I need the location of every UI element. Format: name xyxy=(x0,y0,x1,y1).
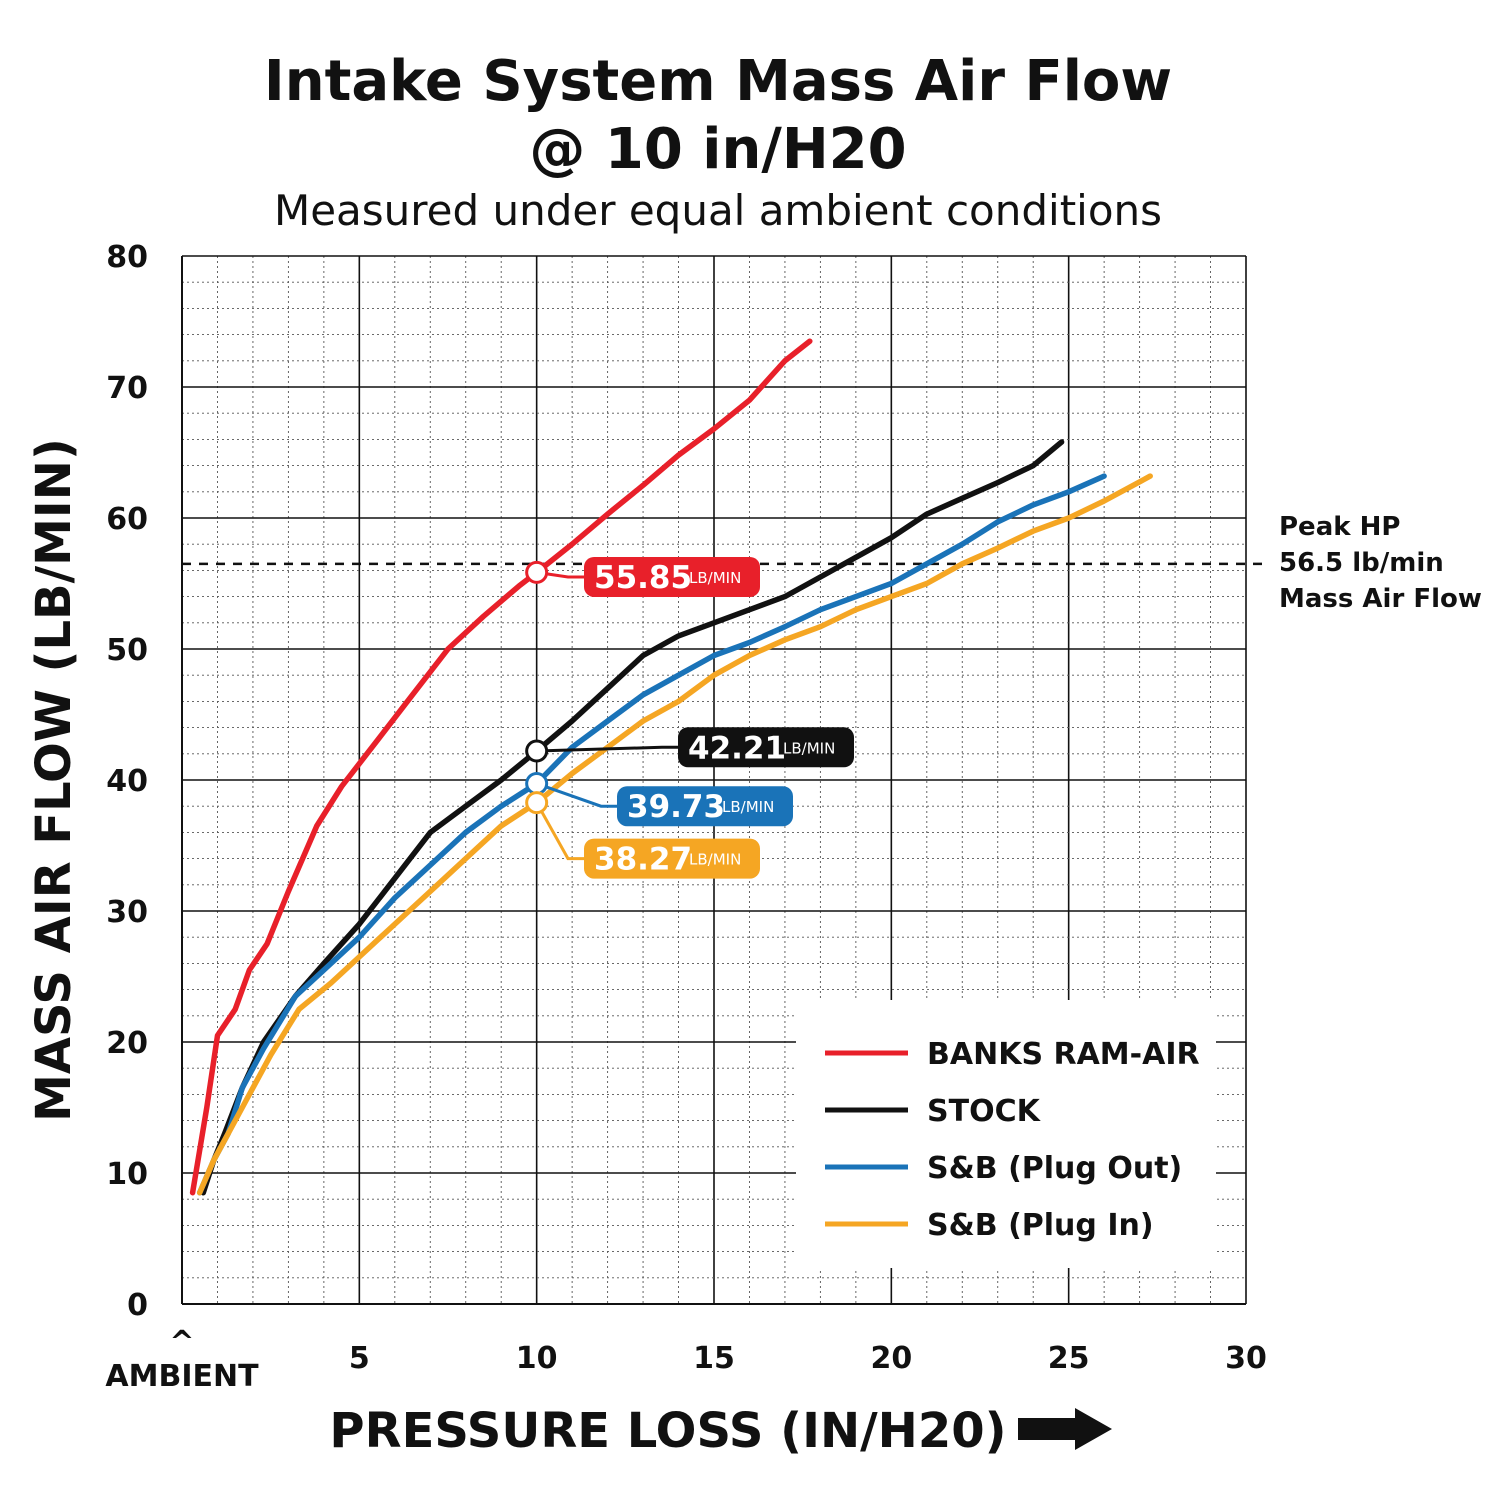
y-tick-label: 30 xyxy=(106,895,148,930)
callout-unit: LB/MIN xyxy=(689,851,741,869)
callout-box xyxy=(678,727,854,768)
callout-box xyxy=(584,838,760,879)
y-tick-label: 70 xyxy=(106,371,148,406)
arrow-right-icon xyxy=(1018,1408,1112,1450)
peak-hp-label: Mass Air Flow xyxy=(1279,584,1482,614)
callout-marker xyxy=(525,791,549,815)
callout-leader xyxy=(535,801,584,861)
callout-value: 39.73 xyxy=(627,789,725,825)
callout-marker xyxy=(525,739,549,763)
callout-unit: LB/MIN xyxy=(783,739,835,757)
legend: BANKS RAM-AIR STOCK S&B (Plug Out) S&B (Plu… xyxy=(796,1000,1216,1268)
peak-hp-label: 56.5 lb/min xyxy=(1279,548,1444,578)
x-tick-label: 10 xyxy=(516,1341,558,1376)
series-line xyxy=(189,338,813,1196)
y-axis-ticks: 0 10 20 30 40 50 60 70 80 xyxy=(106,240,148,1323)
x-tick-label: 15 xyxy=(693,1341,735,1376)
y-tick-label: 10 xyxy=(106,1157,148,1192)
legend-label: S&B (Plug In) xyxy=(927,1208,1154,1243)
callout-leader xyxy=(536,745,678,753)
x-axis-title: PRESSURE LOSS (IN/H20) xyxy=(329,1403,1006,1459)
callout-box xyxy=(617,786,793,827)
callout-marker xyxy=(525,772,549,796)
chart-subtitle: Measured under equal ambient conditions xyxy=(274,186,1162,235)
callout-value: 42.21 xyxy=(688,730,786,766)
y-tick-label: 0 xyxy=(127,1288,148,1323)
callout-leader xyxy=(536,782,617,808)
x-tick-label: 20 xyxy=(870,1341,912,1376)
x-tick-label: 25 xyxy=(1048,1341,1090,1376)
y-axis-title: MASS AIR FLOW (LB/MIN) xyxy=(26,438,82,1122)
y-tick-label: 50 xyxy=(106,633,148,668)
legend-label: STOCK xyxy=(927,1094,1042,1129)
y-tick-label: 80 xyxy=(106,240,148,275)
legend-label: BANKS RAM-AIR xyxy=(927,1037,1200,1072)
ambient-caret: ^ xyxy=(169,1325,194,1360)
series-line xyxy=(196,473,1153,1196)
callout-unit: LB/MIN xyxy=(722,798,774,816)
chart-title: Intake System Mass Air Flow xyxy=(264,49,1172,114)
legend-label: S&B (Plug Out) xyxy=(927,1151,1182,1186)
y-tick-label: 20 xyxy=(106,1026,148,1061)
callout-box xyxy=(584,556,760,597)
ambient-label: AMBIENT xyxy=(105,1359,259,1394)
x-tick-label: 30 xyxy=(1225,1341,1267,1376)
chart-title-line2: @ 10 in/H20 xyxy=(529,117,906,182)
reference-line-group: Peak HP 56.5 lb/min Mass Air Flow xyxy=(182,512,1482,614)
callout-value: 55.85 xyxy=(594,560,692,596)
x-axis-ticks: 5 10 15 20 25 30 ^AMBIENT xyxy=(105,1325,1266,1394)
y-tick-label: 60 xyxy=(106,502,148,537)
value-callouts: 55.85LB/MIN42.21LB/MIN39.73LB/MIN38.27LB… xyxy=(525,556,854,879)
series-line xyxy=(196,473,1107,1196)
callout-marker xyxy=(525,560,549,584)
callout-unit: LB/MIN xyxy=(689,569,741,587)
x-tick-label: 5 xyxy=(349,1341,370,1376)
series-lines xyxy=(189,338,1153,1196)
y-tick-label: 40 xyxy=(106,764,148,799)
callout-value: 38.27 xyxy=(594,842,692,878)
peak-hp-label: Peak HP xyxy=(1279,512,1400,542)
